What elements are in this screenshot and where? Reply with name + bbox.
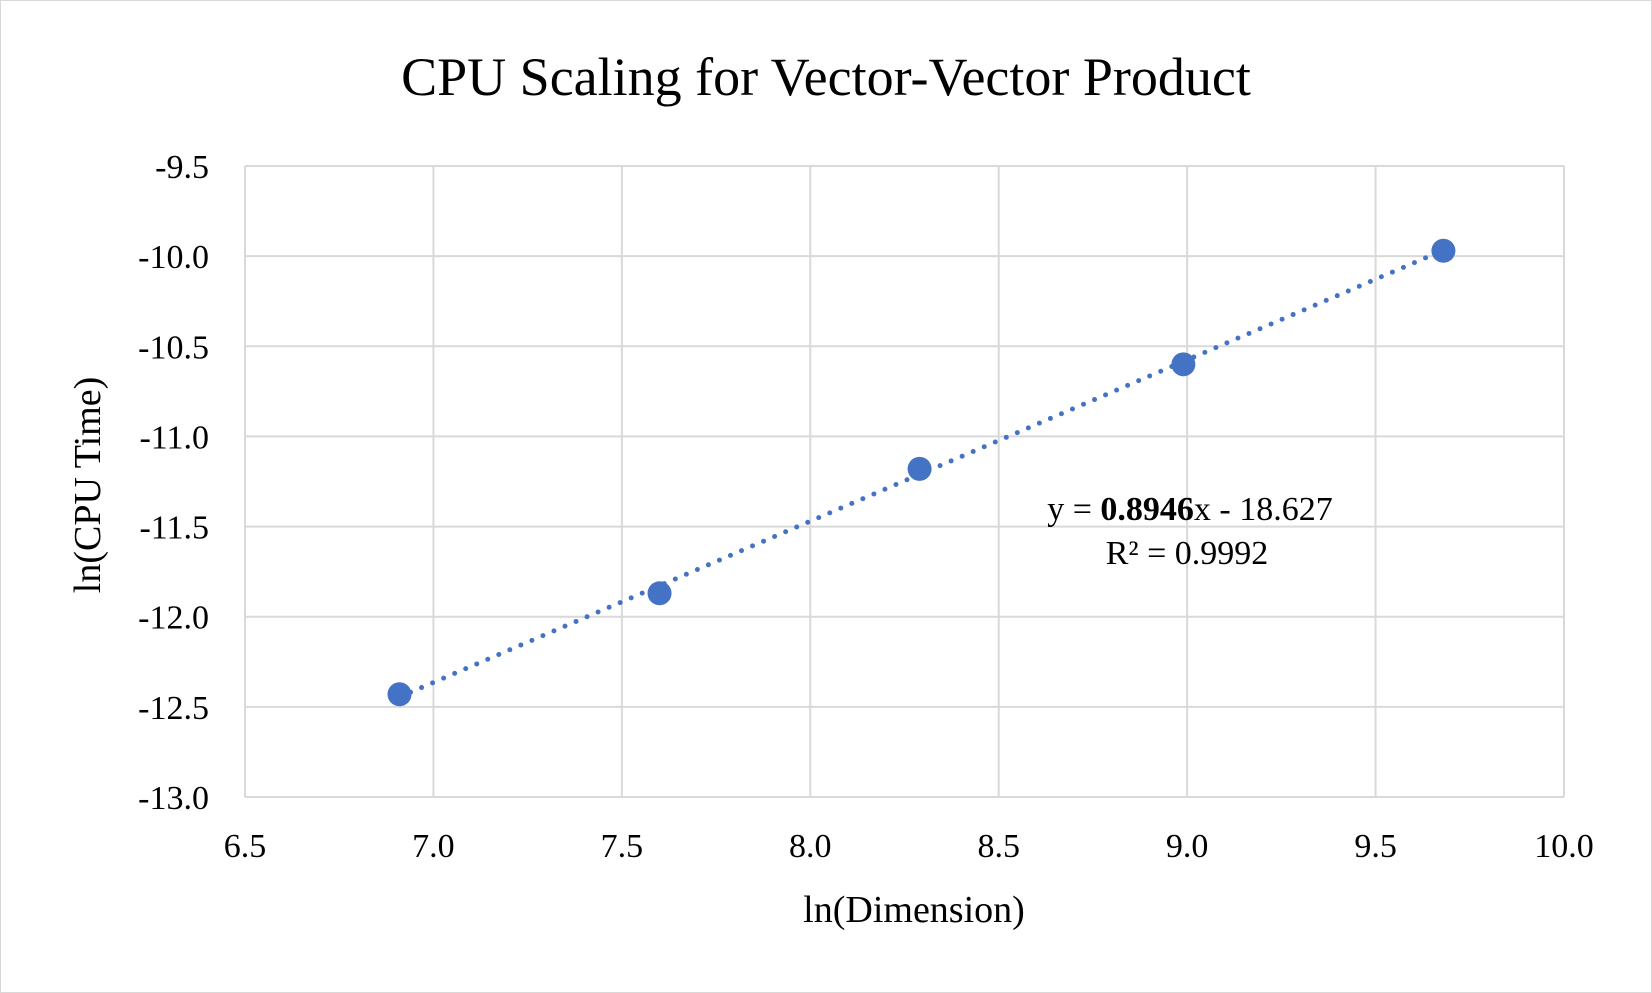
- x-tick-label: 7.5: [601, 828, 644, 865]
- data-point: [647, 581, 672, 606]
- gridlines: [244, 165, 1565, 798]
- x-tick-label: 7.0: [412, 828, 455, 865]
- y-tick-label: -13.0: [138, 780, 209, 817]
- y-tick-label: -12.0: [138, 600, 209, 637]
- trendline-path: [397, 247, 1446, 700]
- x-tick-label: 8.0: [789, 828, 832, 865]
- x-axis-label: ln(Dimension): [803, 889, 1025, 931]
- y-axis-label: ln(CPU Time): [67, 377, 109, 593]
- data-point: [387, 682, 412, 707]
- trendline-r-squared: R² = 0.9992: [1106, 535, 1269, 572]
- y-tick-label: -9.5: [155, 149, 209, 186]
- data-point: [907, 456, 932, 481]
- y-tick-label: -11.5: [139, 510, 209, 547]
- y-tick-label: -12.5: [138, 690, 209, 727]
- x-tick-label: 9.5: [1354, 828, 1397, 865]
- data-points: [387, 238, 1456, 707]
- chart-title: CPU Scaling for Vector-Vector Product: [401, 47, 1251, 107]
- y-tick-label: -10.0: [138, 239, 209, 276]
- trendline: [397, 247, 1446, 700]
- y-tick-labels: -9.5 -10.0 -10.5 -11.0 -11.5 -12.0 -12.5 -13.0: [138, 149, 209, 817]
- x-tick-label: 10.0: [1534, 828, 1594, 865]
- x-tick-label: 8.5: [977, 828, 1020, 865]
- data-point: [1431, 238, 1456, 263]
- trendline-equation: y = 0.8946x - 18.627: [1047, 491, 1333, 528]
- x-tick-label: 6.5: [224, 828, 267, 865]
- y-tick-label: -10.5: [138, 329, 209, 366]
- y-tick-label: -11.0: [139, 419, 209, 456]
- data-point: [1171, 352, 1196, 377]
- x-tick-label: 9.0: [1166, 828, 1209, 865]
- x-tick-labels: 6.5 7.0 7.5 8.0 8.5 9.0 9.5 10.0: [224, 828, 1594, 865]
